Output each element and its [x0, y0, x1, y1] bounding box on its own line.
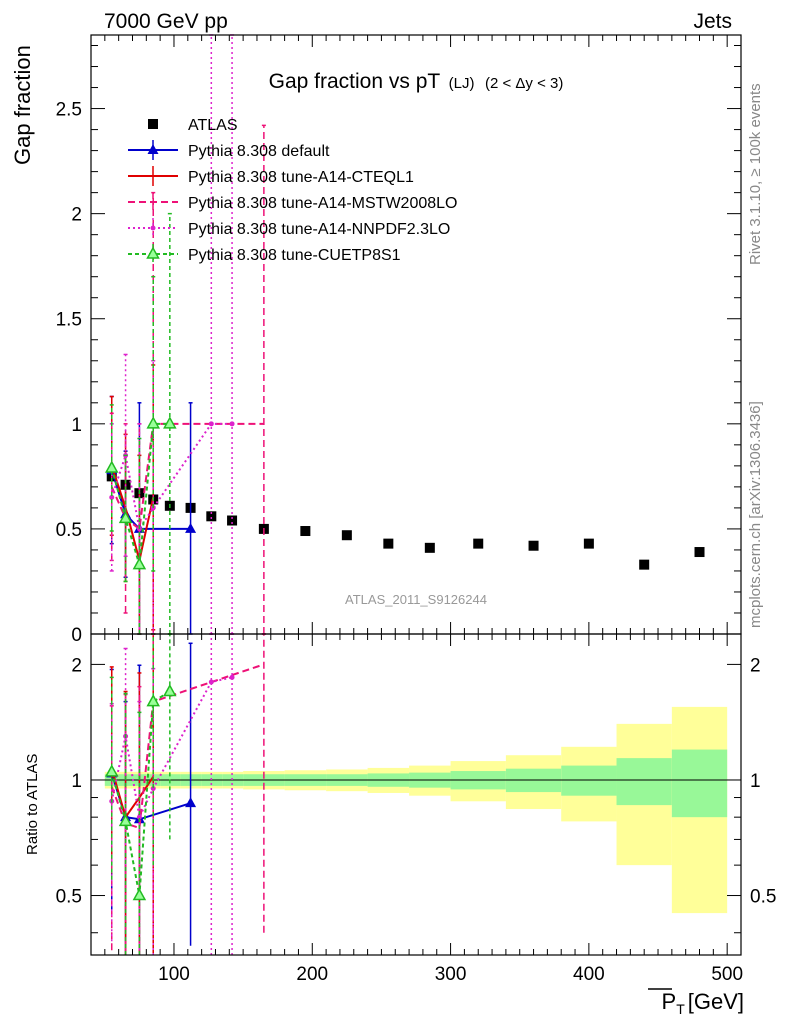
atlas-point	[528, 540, 539, 551]
legend-marker-atlas	[148, 119, 158, 129]
main-y-axis-title: Gap fraction	[10, 45, 35, 165]
legend-label: Pythia 8.308 default	[188, 143, 330, 160]
ratio-point-nnpdf	[208, 679, 214, 685]
ratio-point-cuetp	[132, 887, 147, 901]
x-tick-label: 500	[711, 964, 743, 985]
ratio-point-cuetp	[118, 813, 133, 827]
main-y-tick-label: 1.5	[56, 310, 82, 331]
series-point-nnpdf	[109, 494, 115, 500]
main-y-tick-label: 1	[71, 415, 82, 436]
atlas-point	[583, 538, 594, 549]
ratio-band-inner	[561, 765, 617, 796]
ratio-point-nnpdf	[229, 674, 235, 680]
ratio-line-mstw	[110, 663, 265, 830]
main-y-tick-label: 0.5	[56, 520, 82, 541]
ratio-point-cuetp	[163, 683, 177, 697]
beam-label: 7000 GeV pp	[104, 10, 228, 33]
chart-title: Gap fraction vs pT (LJ) (2 < Δy < 3)	[269, 70, 564, 93]
x-tick-label: 200	[296, 964, 328, 985]
atlas-point	[694, 547, 705, 558]
ratio-y-axis-title: Ratio to ATLAS	[24, 754, 41, 855]
series-point-nnpdf	[229, 421, 235, 427]
atlas-point	[227, 515, 238, 526]
series-line-default	[110, 469, 191, 530]
x-axis-title-sub: T	[676, 1001, 685, 1017]
main-y-tick-label: 0	[71, 625, 82, 646]
ratio-band-inner	[616, 758, 672, 806]
legend-marker-nnpdf	[150, 225, 156, 231]
x-tick-label: 400	[573, 964, 605, 985]
series-point-cuetp	[146, 416, 161, 429]
ratio-band-inner	[671, 749, 728, 818]
series-line-nnpdf	[110, 422, 233, 532]
atlas-point	[383, 538, 394, 549]
atlas-point	[341, 530, 352, 541]
ratio-point-nnpdf	[150, 786, 156, 792]
ratio-y-tick-label: 1	[71, 771, 82, 792]
analysis-group-label: Jets	[693, 10, 732, 33]
rivet-version-label: Rivet 3.1.10, ≥ 100k events	[747, 83, 764, 265]
main-y-tick-label: 2.5	[56, 100, 82, 121]
ratio-line-cuetp	[110, 690, 171, 896]
chart-title-sub: (LJ)	[449, 75, 475, 92]
series-point-cuetp	[118, 510, 133, 524]
main-y-tick-label: 2	[71, 205, 82, 226]
analysis-watermark: ATLAS_2011_S9126244	[345, 592, 487, 607]
x-tick-label: 100	[158, 964, 190, 985]
ratio-line-nnpdf	[110, 676, 233, 821]
legend-marker-cuetp	[146, 246, 160, 259]
series-point-default	[185, 522, 197, 533]
ratio-plot-frame	[90, 633, 742, 956]
series-point-nnpdf	[208, 421, 214, 427]
atlas-point	[424, 542, 435, 553]
atlas-point	[639, 559, 650, 570]
series-line-cteql1	[110, 465, 155, 561]
atlas-point	[473, 538, 484, 549]
ratio-point-default	[185, 797, 197, 808]
legend-label: Pythia 8.308 tune-A14-NNPDF2.3LO	[188, 221, 450, 238]
atlas-point	[300, 526, 311, 537]
series-point-cuetp	[163, 416, 177, 429]
legend-marker-default	[147, 144, 159, 154]
chart-title-main: Gap fraction vs pT	[269, 70, 441, 93]
x-axis-title: PT [GeV]	[662, 989, 745, 1017]
legend-label: Pythia 8.308 tune-CUETP8S1	[188, 247, 401, 264]
mcplots-label: mcplots.cern.ch [arXiv:1306.3436]	[747, 401, 764, 628]
x-axis-title-p: P	[662, 989, 677, 1014]
legend-label: Pythia 8.308 tune-A14-CTEQL1	[188, 169, 414, 186]
ratio-point-nnpdf	[136, 814, 142, 820]
series-point-cuetp	[104, 460, 119, 473]
ratio-point-cuetp	[104, 764, 119, 777]
legend-label: Pythia 8.308 tune-A14-MSTW2008LO	[188, 195, 457, 212]
chart-title-range: (2 < Δy < 3)	[485, 75, 563, 92]
ratio-point-cuetp	[146, 694, 161, 707]
atlas-point	[206, 511, 217, 522]
series-line-mstw	[110, 422, 264, 531]
ratio-y-tick-label-right: 2	[750, 655, 761, 676]
ratio-y-tick-label: 2	[71, 655, 82, 676]
ratio-y-tick-label-right: 1	[750, 771, 761, 792]
ratio-y-tick-label-right: 0.5	[750, 887, 776, 908]
series-point-cuetp	[132, 557, 147, 570]
legend-label: ATLAS	[188, 117, 238, 134]
ratio-y-tick-label: 0.5	[56, 887, 82, 908]
x-tick-label: 300	[435, 964, 467, 985]
x-axis-title-unit: [GeV]	[688, 989, 744, 1014]
